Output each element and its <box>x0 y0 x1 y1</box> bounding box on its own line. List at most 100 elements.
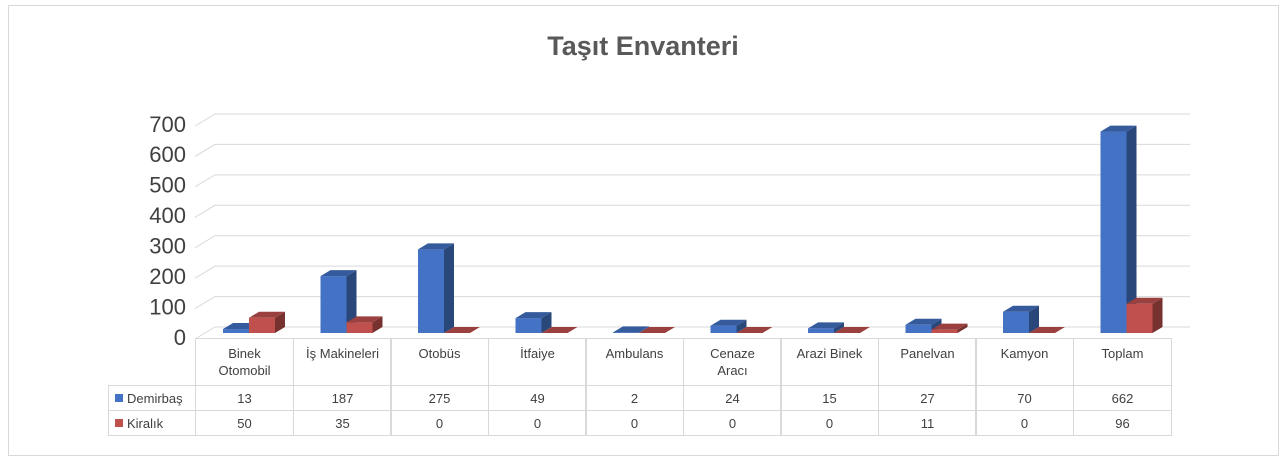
legend-entry: Demirbaş <box>108 385 196 411</box>
bar-front <box>418 249 444 333</box>
grid-line <box>194 235 1190 249</box>
x-tick-label: Arazi Binek <box>780 338 879 386</box>
bar-top <box>444 327 480 333</box>
bar-side <box>444 243 454 333</box>
bar-top <box>808 322 844 329</box>
bar <box>808 322 844 333</box>
table-value: 13 <box>195 385 294 411</box>
bar <box>444 327 480 333</box>
grid-line <box>194 174 1190 188</box>
bar-front <box>931 329 958 333</box>
bar-side <box>346 270 357 333</box>
x-tick-label: Panelvan <box>878 338 977 386</box>
table-value: 0 <box>975 410 1074 436</box>
bar <box>346 316 383 333</box>
x-tick-label: Cenaze Aracı <box>683 338 782 386</box>
bar-top <box>346 316 383 323</box>
bar <box>249 311 285 333</box>
table-value: 662 <box>1073 385 1172 411</box>
bar-side <box>1126 125 1137 333</box>
bar-front <box>249 317 275 333</box>
bar <box>613 326 649 333</box>
table-value: 50 <box>195 410 294 436</box>
legend-key <box>115 419 123 427</box>
grid-line <box>194 265 1190 279</box>
bar <box>515 312 552 333</box>
table-value: 70 <box>975 385 1074 411</box>
bar-front <box>223 329 249 333</box>
chart-border <box>8 5 1279 456</box>
y-tick-label: 100 <box>149 294 186 319</box>
bar-top <box>1029 327 1065 333</box>
bar-front <box>808 328 834 333</box>
bar-front <box>1126 303 1153 333</box>
table-value: 24 <box>683 385 782 411</box>
bar-top <box>1003 305 1039 312</box>
x-tick-label: Otobüs <box>390 338 489 386</box>
grid-line <box>194 296 1190 310</box>
bar-side <box>834 322 844 333</box>
bar-top <box>320 270 357 277</box>
bar <box>418 243 454 333</box>
chart-title: Taşıt Envanteri <box>547 31 739 61</box>
bar-top <box>418 243 454 250</box>
bar-top <box>613 326 649 333</box>
bar-top <box>1126 297 1163 304</box>
x-tick-label: Kamyon <box>975 338 1074 386</box>
grid-line <box>194 143 1190 157</box>
table-value: 15 <box>780 385 879 411</box>
bar-side <box>957 323 968 333</box>
bar-top <box>834 327 870 333</box>
x-tick-label: Binek Otomobil <box>195 338 294 386</box>
legend-key <box>115 394 123 402</box>
table-value: 35 <box>293 410 392 436</box>
table-value: 0 <box>585 410 684 436</box>
bar <box>639 327 675 333</box>
table-value: 0 <box>780 410 879 436</box>
x-tick-label: İtfaiye <box>488 338 587 386</box>
x-tick-label: Toplam <box>1073 338 1172 386</box>
bar-side <box>736 319 747 333</box>
bar-top <box>736 327 773 333</box>
bar <box>1029 327 1065 333</box>
table-value: 275 <box>390 385 489 411</box>
bar-front <box>1003 311 1029 333</box>
bar-top <box>905 318 942 325</box>
bar-top <box>1100 125 1137 132</box>
bar-side <box>541 312 552 333</box>
bar-top <box>249 311 285 318</box>
bar <box>834 327 870 333</box>
bar-front <box>346 322 373 333</box>
table-value: 187 <box>293 385 392 411</box>
y-tick-label: 0 <box>174 325 186 350</box>
table-value: 27 <box>878 385 977 411</box>
y-tick-label: 200 <box>149 264 186 289</box>
table-value: 11 <box>878 410 977 436</box>
bar-front <box>710 325 737 333</box>
table-value: 0 <box>683 410 782 436</box>
legend-entry: Kiralık <box>108 410 196 436</box>
bar-top <box>931 323 968 330</box>
table-value: 0 <box>488 410 587 436</box>
bar <box>541 327 578 333</box>
y-tick-label: 500 <box>149 173 186 198</box>
bar-top <box>541 327 578 333</box>
x-tick-label: İş Makineleri <box>293 338 392 386</box>
table-value: 0 <box>390 410 489 436</box>
bar <box>736 327 773 333</box>
bar <box>1126 297 1163 333</box>
bar <box>931 323 968 333</box>
bar-side <box>275 311 285 333</box>
table-value: 49 <box>488 385 587 411</box>
bar <box>1100 125 1137 333</box>
y-tick-label: 700 <box>149 112 186 137</box>
bar-front <box>1100 131 1127 333</box>
legend-label: Kiralık <box>127 415 164 431</box>
bar-side <box>1152 297 1163 333</box>
bar-top <box>515 312 552 319</box>
bar-top <box>639 327 675 333</box>
bar-front <box>613 332 639 333</box>
table-value: 96 <box>1073 410 1172 436</box>
